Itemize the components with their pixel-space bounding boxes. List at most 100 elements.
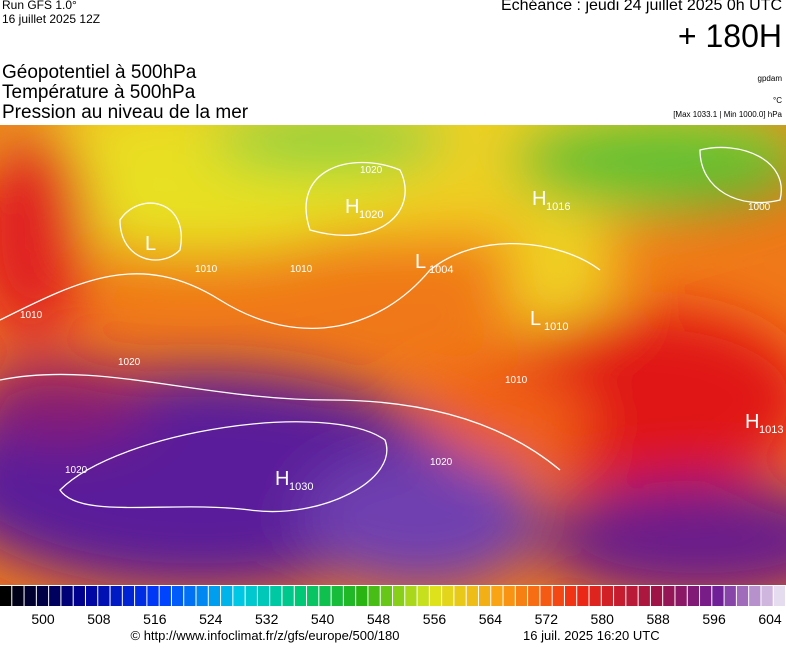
center-letter: H [532, 188, 546, 210]
colorbar-label: 604 [758, 611, 782, 627]
colorbar-label: 564 [479, 611, 503, 627]
colorbar-swatch [503, 586, 515, 606]
colorbar-swatch [245, 586, 257, 606]
isobar-label: 1010 [505, 375, 528, 386]
colorbar-label: 532 [255, 611, 279, 627]
colorbar-swatch [589, 586, 601, 606]
center-value: 1010 [544, 321, 568, 333]
isobar-label: 1020 [360, 165, 383, 176]
colorbar-swatch [282, 586, 294, 606]
isobar-label: 1010 [195, 264, 218, 275]
colorbar-swatch [307, 586, 319, 606]
colorbar-swatch [24, 586, 36, 606]
colorbar-swatch [417, 586, 429, 606]
colorbar-swatch [650, 586, 663, 606]
colorbar-swatch [466, 586, 478, 606]
colorbar-swatch [356, 586, 368, 606]
run-date: 16 juillet 2025 12Z [2, 12, 101, 26]
center-value: 1020 [359, 209, 383, 221]
colorbar-swatch [147, 586, 159, 606]
isobar-label: 1020 [118, 357, 141, 368]
center-letter: H [345, 196, 359, 218]
colorbar-swatch [749, 586, 761, 606]
colorbar-swatch [85, 586, 98, 606]
isobar-label: 1010 [20, 310, 43, 321]
run: Run GFS 1.0° [2, 0, 77, 12]
colorbar-swatch [380, 586, 392, 606]
colorbar-swatch [208, 586, 221, 606]
colorbar-label: 508 [87, 611, 111, 627]
colorbar-swatch [687, 586, 700, 606]
colorbar-swatch [552, 586, 564, 606]
title: Pression au niveau de la mer [2, 102, 249, 123]
center-letter: L [530, 308, 541, 330]
colorbar-label: 524 [199, 611, 223, 627]
echeance: Echéance : jeudi 24 juillet 2025 0h UTC [500, 0, 782, 14]
colorbar-swatch [98, 586, 110, 606]
colorbar-swatch [564, 586, 577, 606]
colorbar-swatch [761, 586, 773, 606]
title: Température à 500hPa [2, 82, 196, 103]
colorbar-swatch [294, 586, 307, 606]
colorbar-swatch [663, 586, 675, 606]
colorbar-swatch [393, 586, 405, 606]
center-letter: H [275, 468, 289, 490]
colorbar-swatch [638, 586, 650, 606]
unit: [Max 1033.1 | Min 1000.0] hPa [673, 110, 782, 119]
colorbar-swatch [0, 586, 12, 606]
isobars [0, 146, 782, 513]
colorbar-label: 580 [591, 611, 615, 627]
colorbar-label: 572 [535, 611, 559, 627]
center-value: 1016 [546, 201, 570, 213]
colorbar-swatch [515, 586, 528, 606]
colorbar-swatch [442, 586, 454, 606]
center-value: 1013 [759, 424, 783, 436]
unit: gpdam [757, 74, 782, 83]
colorbar-swatch [724, 586, 736, 606]
colorbar-swatch [343, 586, 356, 606]
center-value: 1004 [429, 264, 453, 276]
colorbar-label: 516 [143, 611, 167, 627]
colorbar-label: 556 [423, 611, 447, 627]
colorbar-swatch [540, 586, 552, 606]
colorbar-swatch [429, 586, 442, 606]
unit: °C [773, 96, 782, 105]
colorbar-swatch [122, 586, 135, 606]
colorbar-swatch [614, 586, 626, 606]
colorbar-swatch [171, 586, 184, 606]
colorbar-swatch [712, 586, 724, 606]
colorbar-swatch [675, 586, 687, 606]
colorbar-swatch [700, 586, 712, 606]
colorbar-swatch [233, 586, 245, 606]
colorbar-swatch [491, 586, 503, 606]
footer-time: 16 juil. 2025 16:20 UTC [523, 628, 660, 643]
colorbar-swatch [368, 586, 380, 606]
center-letter: H [745, 411, 759, 433]
colorbar-swatch [184, 586, 196, 606]
colorbar-label: 588 [646, 611, 670, 627]
colorbar-swatch [270, 586, 282, 606]
colorbar-swatch [221, 586, 233, 606]
center-value: 1030 [289, 481, 313, 493]
colorbar-swatch [319, 586, 331, 606]
lead: + 180H [677, 18, 782, 54]
colorbar-swatch [454, 586, 466, 606]
footer-url: © http://www.infoclimat.fr/z/gfs/europe/… [130, 628, 400, 643]
isobar-label: 1010 [290, 264, 313, 275]
colorbar-swatch [196, 586, 208, 606]
colorbar-swatch [73, 586, 85, 606]
colorbar-swatch [49, 586, 61, 606]
colorbar-swatch [257, 586, 270, 606]
colorbar-swatch [405, 586, 417, 606]
colorbar-swatch [528, 586, 540, 606]
isobar-label: 1020 [65, 465, 88, 476]
colorbar-swatch [135, 586, 147, 606]
colorbar-label: 548 [367, 611, 391, 627]
colorbar-swatch [159, 586, 171, 606]
isobar-label: 1000 [748, 202, 771, 213]
colorbar-swatch [478, 586, 491, 606]
colorbar-swatch [577, 586, 589, 606]
colorbar-label: 540 [311, 611, 335, 627]
field [0, 125, 786, 585]
